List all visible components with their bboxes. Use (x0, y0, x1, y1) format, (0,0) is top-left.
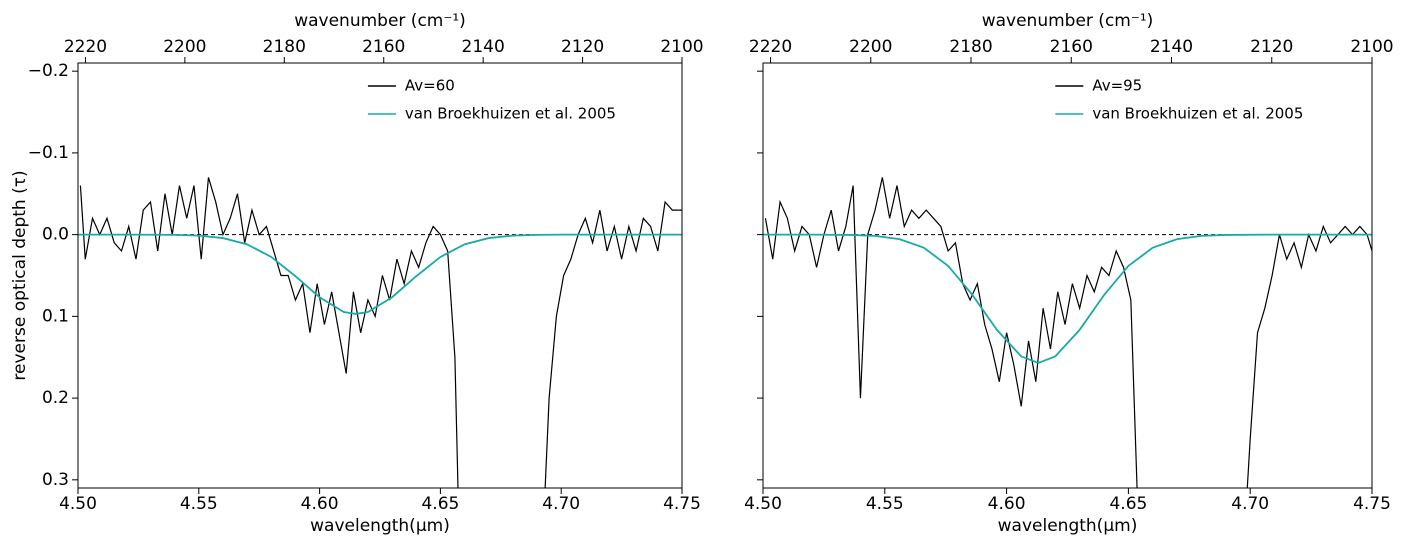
x2-tick-label: 2120 (1250, 37, 1293, 57)
x2-tick-label: 2160 (362, 37, 405, 57)
x2-tick-label: 2200 (163, 37, 206, 57)
x-tick-label: 4.65 (1109, 494, 1147, 514)
x2-tick-label: 2100 (660, 37, 703, 57)
y-tick-label: 0.3 (42, 470, 69, 490)
x-tick-label: 4.55 (866, 494, 904, 514)
x-axis-label: wavelength(μm) (998, 516, 1138, 536)
x-tick-label: 4.60 (301, 494, 339, 514)
x2-tick-label: 2160 (1050, 37, 1093, 57)
x2-tick-label: 2140 (462, 37, 505, 57)
x2-tick-label: 2100 (1350, 37, 1393, 57)
x-tick-label: 4.70 (542, 494, 580, 514)
x2-tick-label: 2180 (949, 37, 992, 57)
x-tick-label: 4.65 (421, 494, 459, 514)
y-tick-label: −0.2 (28, 61, 69, 81)
x-tick-label: 4.55 (180, 494, 218, 514)
x2-tick-label: 2200 (849, 37, 892, 57)
data-line (764, 177, 1372, 488)
plot-area (763, 177, 1372, 488)
legend-label: Av=95 (1092, 77, 1142, 95)
x2-axis-label: wavenumber (cm⁻¹) (982, 11, 1154, 31)
data-line (79, 177, 682, 488)
x-tick-label: 4.60 (988, 494, 1026, 514)
x-tick-label: 4.70 (1231, 494, 1269, 514)
y-tick-label: 0.0 (42, 225, 69, 245)
plot-area (78, 177, 682, 488)
x-tick-label: 4.75 (663, 494, 701, 514)
plot-frame (762, 62, 1373, 489)
x2-tick-label: 2140 (1150, 37, 1193, 57)
x-tick-label: 4.50 (59, 494, 97, 514)
x2-tick-label: 2220 (749, 37, 792, 57)
y-axis-label: reverse optical depth (τ) (10, 170, 30, 380)
legend-label: van Broekhuizen et al. 2005 (405, 105, 616, 123)
legend-label: van Broekhuizen et al. 2005 (1092, 105, 1303, 123)
x2-tick-label: 2220 (64, 37, 107, 57)
legend-label: Av=60 (405, 77, 455, 95)
y-tick-label: −0.1 (28, 143, 69, 163)
x-tick-label: 4.50 (744, 494, 782, 514)
x-axis-label: wavelength(μm) (310, 516, 450, 536)
data-line (763, 233, 1372, 364)
x2-tick-label: 2180 (263, 37, 306, 57)
x2-axis-label: wavenumber (cm⁻¹) (294, 11, 466, 31)
x2-tick-label: 2120 (561, 37, 604, 57)
data-line (78, 233, 682, 315)
plot-frame (77, 62, 683, 489)
x-tick-label: 4.75 (1353, 494, 1391, 514)
y-tick-label: 0.2 (42, 388, 69, 408)
y-tick-label: 0.1 (42, 306, 69, 326)
